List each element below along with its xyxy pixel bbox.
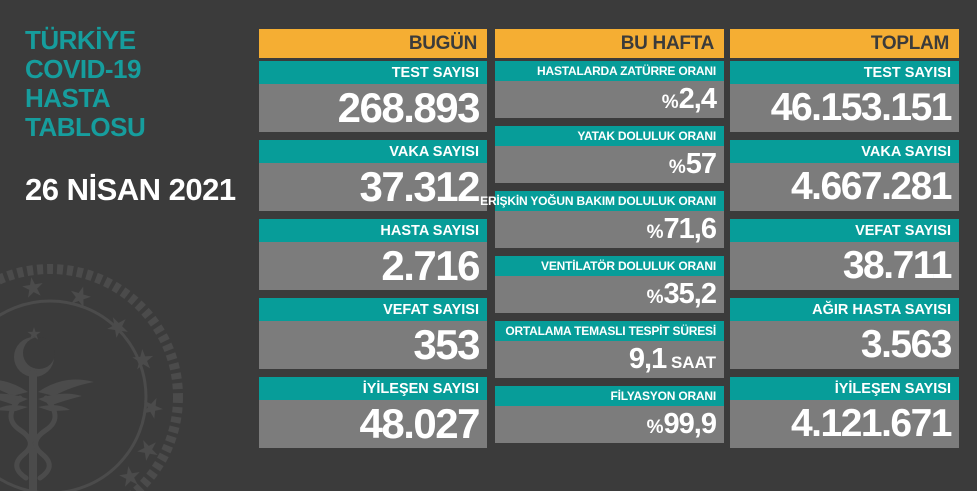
page-title: TÜRKİYE COVID-19 HASTA TABLOSU	[25, 25, 146, 142]
stat-value: 37.312	[259, 163, 487, 211]
stat-value: 268.893	[259, 84, 487, 132]
stat-number: 99,9	[663, 408, 717, 440]
stat-card-vaka-sayisi-bugun: VAKA SAYISI 37.312	[259, 140, 487, 211]
stat-card-agir-hasta-sayisi: AĞIR HASTA SAYISI 3.563	[730, 298, 959, 369]
unit-suffix: SAAT	[666, 353, 716, 372]
column-header-toplam: TOPLAM	[730, 29, 959, 58]
stat-label: AĞIR HASTA SAYISI	[730, 298, 959, 321]
stat-label: TEST SAYISI	[259, 61, 487, 84]
stat-label: VAKA SAYISI	[259, 140, 487, 163]
stat-card-filyasyon-orani: FİLYASYON ORANI %99,9	[495, 386, 724, 443]
stat-number: 9,1	[628, 343, 667, 375]
percent-prefix: %	[646, 222, 664, 243]
stat-label: FİLYASYON ORANI	[495, 386, 724, 406]
stat-card-ventilator-doluluk: VENTİLATÖR DOLULUK ORANI %35,2	[495, 256, 724, 313]
column-bu-hafta: BU HAFTA HASTALARDA ZATÜRRE ORANI %2,4 Y…	[480, 29, 724, 451]
stat-card-zaturre-orani: HASTALARDA ZATÜRRE ORANI %2,4	[495, 61, 724, 118]
stat-value: 48.027	[259, 400, 487, 448]
stat-card-eriskin-yogun-bakim: ERİŞKİN YOĞUN BAKIM DOLULUK ORANI %71,6	[480, 191, 724, 248]
stat-label: TEST SAYISI	[730, 61, 959, 84]
stat-label: İYİLEŞEN SAYISI	[730, 377, 959, 400]
stat-value: 2.716	[259, 242, 487, 290]
report-date: 26 NİSAN 2021	[25, 172, 236, 207]
page-title-line: TABLOSU	[25, 112, 146, 142]
stat-number: 2,4	[678, 83, 717, 115]
stat-label: VENTİLATÖR DOLULUK ORANI	[495, 256, 724, 276]
stat-value: %71,6	[495, 211, 724, 248]
page-title-line: TÜRKİYE	[25, 25, 136, 55]
stat-value: 353	[259, 321, 487, 369]
stat-value: 3.563	[730, 321, 959, 369]
stat-number: 71,6	[663, 213, 717, 245]
stat-card-vefat-sayisi-toplam: VEFAT SAYISI 38.711	[730, 219, 959, 290]
page-title-line: HASTA	[25, 83, 111, 113]
column-bugun: BUGÜN TEST SAYISI 268.893 VAKA SAYISI 37…	[259, 29, 487, 456]
stat-value: 38.711	[730, 242, 959, 290]
stat-value: %57	[495, 146, 724, 183]
stat-value: 9,1 SAAT	[495, 341, 724, 378]
stat-label: ORTALAMA TEMASLI TESPİT SÜRESİ	[495, 321, 724, 341]
stat-value: 46.153.151	[730, 84, 959, 132]
stat-label: YATAK DOLULUK ORANI	[495, 126, 724, 146]
percent-prefix: %	[661, 92, 679, 113]
stat-label: VEFAT SAYISI	[259, 298, 487, 321]
stat-card-test-sayisi-bugun: TEST SAYISI 268.893	[259, 61, 487, 132]
stat-card-iyilesen-sayisi-bugun: İYİLEŞEN SAYISI 48.027	[259, 377, 487, 448]
stat-card-hasta-sayisi-bugun: HASTA SAYISI 2.716	[259, 219, 487, 290]
stat-label: ERİŞKİN YOĞUN BAKIM DOLULUK ORANI	[480, 191, 724, 211]
column-header-bugun: BUGÜN	[259, 29, 487, 58]
stat-value: %2,4	[495, 81, 724, 118]
page-title-line: COVID-19	[25, 54, 141, 84]
stat-number: 35,2	[663, 278, 717, 310]
stat-card-iyilesen-sayisi-toplam: İYİLEŞEN SAYISI 4.121.671	[730, 377, 959, 448]
stat-card-vaka-sayisi-toplam: VAKA SAYISI 4.667.281	[730, 140, 959, 211]
stat-label: VEFAT SAYISI	[730, 219, 959, 242]
stat-value: 4.121.671	[730, 400, 959, 448]
percent-prefix: %	[668, 157, 686, 178]
stat-label: İYİLEŞEN SAYISI	[259, 377, 487, 400]
stat-value: 4.667.281	[730, 163, 959, 211]
stat-card-temasli-tespit-suresi: ORTALAMA TEMASLI TESPİT SÜRESİ 9,1 SAAT	[495, 321, 724, 378]
stat-card-yatak-doluluk: YATAK DOLULUK ORANI %57	[495, 126, 724, 183]
stat-number: 57	[685, 148, 717, 180]
percent-prefix: %	[646, 287, 664, 308]
stat-card-test-sayisi-toplam: TEST SAYISI 46.153.151	[730, 61, 959, 132]
stat-label: HASTALARDA ZATÜRRE ORANI	[495, 61, 724, 81]
stat-value: %99,9	[495, 406, 724, 443]
stat-card-vefat-sayisi-bugun: VEFAT SAYISI 353	[259, 298, 487, 369]
percent-prefix: %	[646, 417, 664, 438]
stat-label: VAKA SAYISI	[730, 140, 959, 163]
column-header-bu-hafta: BU HAFTA	[495, 29, 724, 58]
stat-label: HASTA SAYISI	[259, 219, 487, 242]
column-toplam: TOPLAM TEST SAYISI 46.153.151 VAKA SAYIS…	[730, 29, 959, 456]
stat-value: %35,2	[495, 276, 724, 313]
